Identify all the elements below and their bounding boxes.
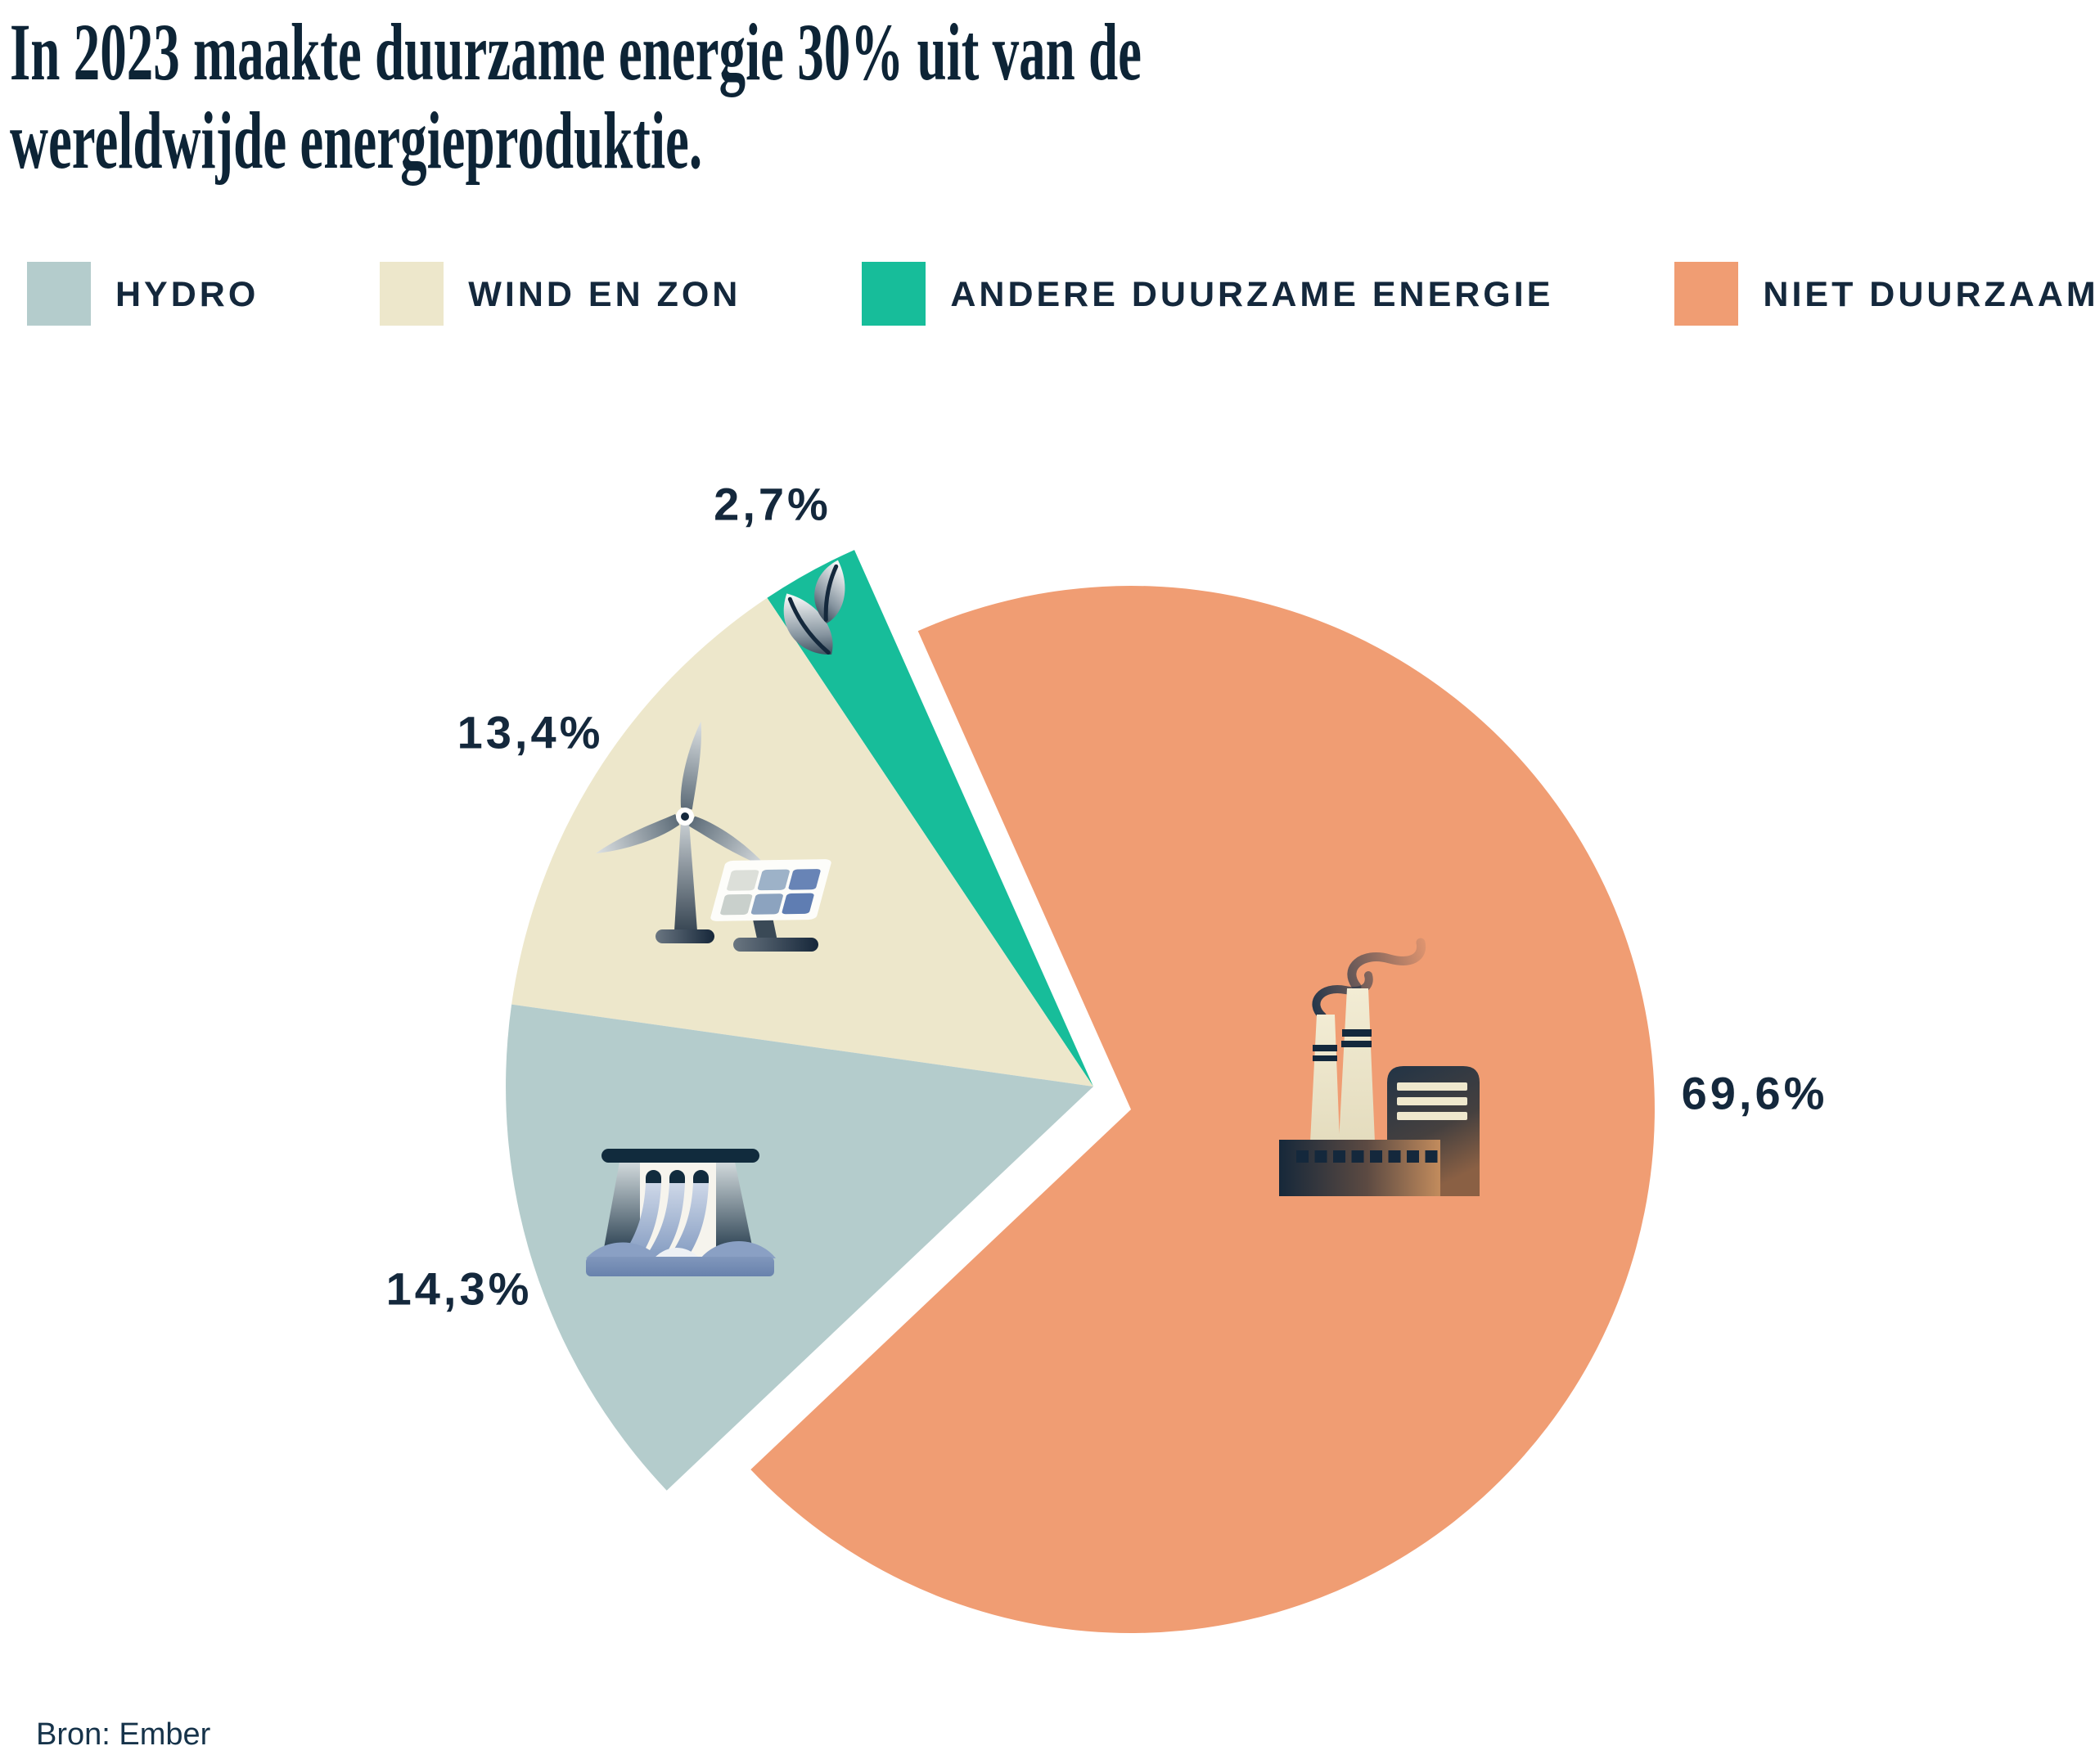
source-credit: Bron: Ember [36, 1717, 211, 1752]
wind-turbine-solar-panel-icon [592, 719, 831, 952]
page-title-line-2: wereldwijde energieproduktie. [10, 95, 703, 186]
pie-slice-hydro [506, 1004, 1093, 1491]
legend-item-andere-duurzame-energie: ANDERE DUURZAME ENERGIE [862, 262, 1553, 326]
legend-swatch-andere-duurzame-energie [862, 262, 926, 326]
factory-building-stripe [1397, 1097, 1467, 1105]
dam-icon [586, 1149, 776, 1276]
legend-label-hydro: HYDRO [115, 274, 259, 314]
dam-right-wall [716, 1162, 755, 1262]
dam-left-wall [601, 1162, 640, 1262]
legend-swatch-hydro [27, 262, 91, 326]
solar-panel-stand [753, 917, 777, 943]
dam-wave-right [701, 1241, 776, 1258]
legend-label-niet-duurzaam: NIET DUURZAAM [1763, 274, 2095, 314]
legend: HYDRO WIND EN ZON ANDERE DUURZAME ENERGI… [27, 262, 2095, 326]
dam-water-base [586, 1257, 774, 1276]
turbine-tower [674, 821, 697, 931]
legend-label-wind-en-zon: WIND EN ZON [468, 274, 741, 314]
slice-value-label-niet-duurzaam: 69,6% [1682, 1068, 1828, 1119]
dam-stream [667, 1183, 709, 1260]
factory-chimney-band [1342, 1029, 1372, 1037]
page-title: In 2023 maakte duurzame energie 30% uit … [10, 8, 1142, 185]
slice-value-label-hydro: 14,3% [386, 1263, 533, 1315]
legend-item-wind-en-zon: WIND EN ZON [380, 262, 741, 326]
slice-value-label-andere-duurzame-energie: 2,7% [714, 479, 831, 530]
factory-chimney-band [1313, 1045, 1337, 1051]
dam-stream [643, 1183, 685, 1260]
legend-label-andere-duurzame-energie: ANDERE DUURZAME ENERGIE [950, 274, 1554, 314]
dam-stream [619, 1183, 661, 1260]
legend-swatch-wind-en-zon [380, 262, 444, 326]
turbine-base [656, 929, 714, 943]
factory-base-building [1279, 1140, 1440, 1196]
factory-windows [1296, 1150, 1438, 1163]
page-title-line-1: In 2023 maakte duurzame energie 30% uit … [10, 7, 1142, 97]
leaf-right-stem [823, 564, 839, 622]
slice-value-label-wind-en-zon: 13,4% [457, 707, 604, 758]
pie-slice-niet-duurzaam [750, 585, 1655, 1633]
factory-building-stripe [1397, 1112, 1467, 1120]
leaf-left-stem [787, 596, 831, 655]
factory-smoke [1347, 938, 1426, 992]
factory-chimney-band [1313, 1055, 1337, 1061]
legend-swatch-niet-duurzaam [1674, 262, 1739, 326]
pie-slice-andere-duurzame-energie [767, 550, 1093, 1087]
solar-panel-stand-base [733, 938, 818, 952]
turbine-hub-center [681, 812, 689, 821]
factory-chimney-band [1341, 1041, 1372, 1047]
pie-slice-wind-en-zon [511, 597, 1093, 1087]
leaf-icon [783, 560, 845, 655]
factory-smoke [1312, 971, 1373, 1020]
legend-item-niet-duurzaam: NIET DUURZAAM [1674, 262, 2095, 326]
factory-icon [1279, 938, 1480, 1196]
factory-chimney-right [1339, 988, 1375, 1142]
dam-wave-left [586, 1242, 660, 1258]
legend-item-hydro: HYDRO [27, 262, 259, 326]
dam-wave-foam [655, 1248, 699, 1258]
dam-top-bar [601, 1149, 759, 1163]
factory-building-stripe [1397, 1082, 1467, 1091]
solar-panel [710, 859, 831, 921]
